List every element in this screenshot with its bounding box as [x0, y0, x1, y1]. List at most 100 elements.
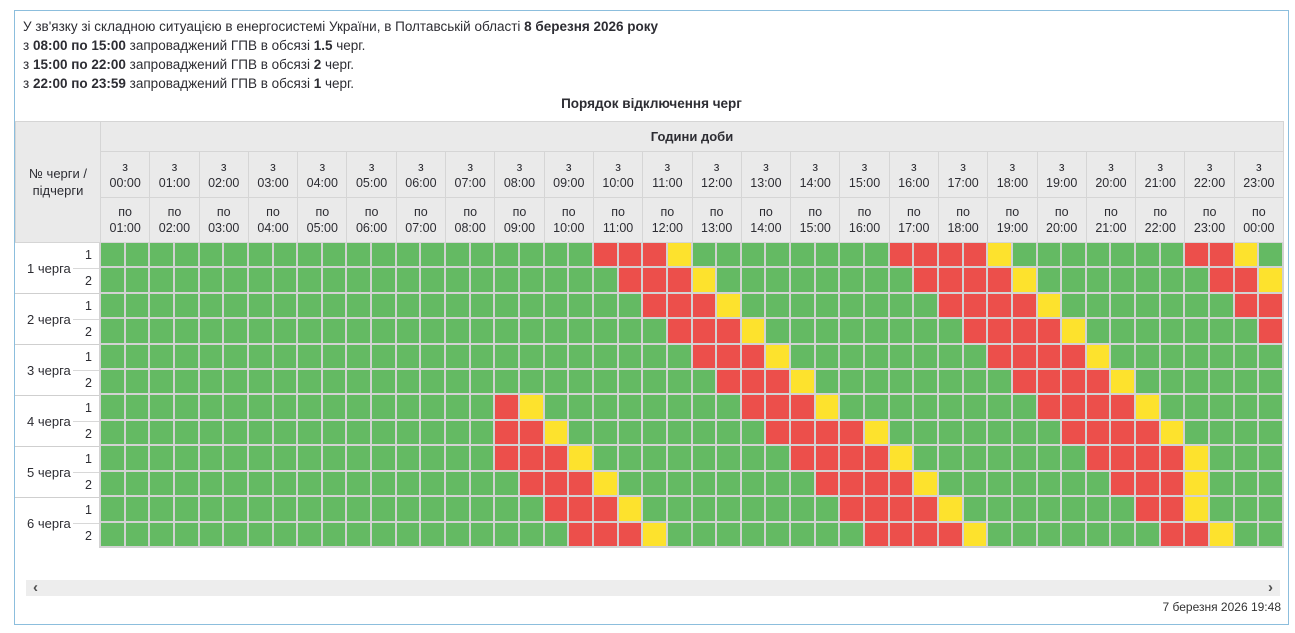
schedule-cell	[470, 471, 494, 496]
schedule-cell	[618, 446, 642, 470]
schedule-cell	[322, 471, 346, 496]
schedule-cell	[865, 395, 888, 419]
schedule-cell	[1136, 497, 1159, 521]
hour-from-cell: з 23:00	[1234, 152, 1283, 197]
schedule-cell	[889, 395, 913, 419]
schedule-cell	[914, 344, 937, 369]
scroll-left-button[interactable]: ‹	[33, 579, 38, 596]
schedule-cell	[396, 471, 420, 496]
schedule-cell	[1185, 471, 1209, 496]
schedule-cell	[865, 319, 888, 343]
schedule-cell	[495, 420, 518, 445]
schedule-cell	[791, 268, 814, 292]
schedule-cell	[963, 446, 987, 470]
schedule-cell	[667, 471, 691, 496]
schedule-cell	[1234, 420, 1258, 445]
schedule-cell	[643, 370, 666, 394]
schedule-cell	[1037, 243, 1061, 267]
schedule-cell	[248, 497, 272, 521]
schedule-cell	[101, 471, 124, 496]
schedule-cell	[372, 243, 395, 267]
schedule-cell	[692, 370, 716, 394]
schedule-cell	[741, 293, 765, 318]
schedule-cell	[692, 522, 716, 546]
schedule-body: 1 черга 1 2 2 черга 1 2 3 черга 1 2 4 черга 1 2 5 че…	[15, 243, 1284, 548]
schedule-cell	[593, 268, 617, 292]
schedule-cell	[1259, 268, 1282, 292]
schedule-cell	[470, 497, 494, 521]
schedule-cell	[150, 293, 173, 318]
schedule-cell	[1185, 344, 1209, 369]
hour-from-cell: з 04:00	[298, 152, 347, 197]
scrollbar-track[interactable]: ‹ ›	[26, 580, 1280, 596]
schedule-cell	[1160, 522, 1184, 546]
schedule-cell	[150, 446, 173, 470]
schedule-cell	[988, 522, 1011, 546]
hour-to-cell: по 07:00	[396, 198, 446, 242]
schedule-cell	[101, 268, 124, 292]
schedule-cell	[347, 319, 371, 343]
schedule-cell	[519, 370, 543, 394]
schedule-cell	[150, 497, 173, 521]
queue-label: 4 черга	[27, 413, 71, 429]
schedule-cell	[1111, 370, 1135, 394]
schedule-cell	[125, 471, 149, 496]
schedule-cell	[1136, 522, 1159, 546]
hour-to-cell: по 18:00	[938, 198, 988, 242]
schedule-cell	[791, 446, 814, 470]
intro-text: У зв'язку зі складною ситуацією в енерго…	[23, 17, 1280, 93]
scroll-right-button[interactable]: ›	[1268, 579, 1273, 596]
schedule-cell	[322, 420, 346, 445]
schedule-cell	[791, 293, 814, 318]
schedule-cell	[569, 319, 592, 343]
schedule-cell	[322, 319, 346, 343]
schedule-cell	[421, 293, 445, 318]
schedule-cell	[963, 268, 987, 292]
schedule-cell	[224, 293, 247, 318]
schedule-cell	[618, 344, 642, 369]
schedule-cell	[224, 395, 247, 419]
schedule-cell	[150, 420, 173, 445]
schedule-cell	[741, 420, 765, 445]
schedule-cell	[1111, 497, 1135, 521]
schedule-cell	[322, 446, 346, 470]
schedule-cell	[248, 293, 272, 318]
schedule-cell	[1086, 344, 1110, 369]
schedule-cell	[741, 497, 765, 521]
hour-from-cell: з 09:00	[544, 152, 593, 197]
schedule-cell	[569, 497, 592, 521]
schedule-cell	[889, 471, 913, 496]
schedule-cell	[1037, 319, 1061, 343]
schedule-cell	[273, 446, 297, 470]
hours-group-label: Години доби	[101, 122, 1283, 151]
schedule-cell	[914, 268, 937, 292]
schedule-cell	[1136, 268, 1159, 292]
schedule-cell	[963, 243, 987, 267]
schedule-cell	[791, 497, 814, 521]
schedule-cell	[889, 497, 913, 521]
schedule-cell	[717, 319, 740, 343]
schedule-cell	[446, 522, 469, 546]
schedule-cell	[273, 497, 297, 521]
schedule-cell	[865, 446, 888, 470]
schedule-cell	[840, 243, 864, 267]
hour-to-cell: по 08:00	[446, 198, 495, 242]
schedule-cell	[963, 522, 987, 546]
subqueue-label: 2	[85, 273, 92, 288]
schedule-cell	[1136, 370, 1159, 394]
schedule-cell	[1234, 370, 1258, 394]
schedule-cell	[643, 471, 666, 496]
schedule-cell	[667, 319, 691, 343]
schedule-cell	[815, 243, 839, 267]
schedule-cell	[938, 420, 962, 445]
schedule-cell	[322, 268, 346, 292]
schedule-cell	[446, 344, 469, 369]
subqueue-label: 1	[73, 294, 99, 320]
schedule-cell	[1259, 522, 1282, 546]
schedule-cell	[174, 522, 198, 546]
queue-labels: 1 черга 1 2 2 черга 1 2 3 черга 1 2 4 черга 1 2 5 че…	[15, 243, 99, 548]
schedule-cell	[347, 370, 371, 394]
schedule-cell	[1259, 395, 1282, 419]
schedule-cell	[791, 420, 814, 445]
schedule-cell	[840, 497, 864, 521]
